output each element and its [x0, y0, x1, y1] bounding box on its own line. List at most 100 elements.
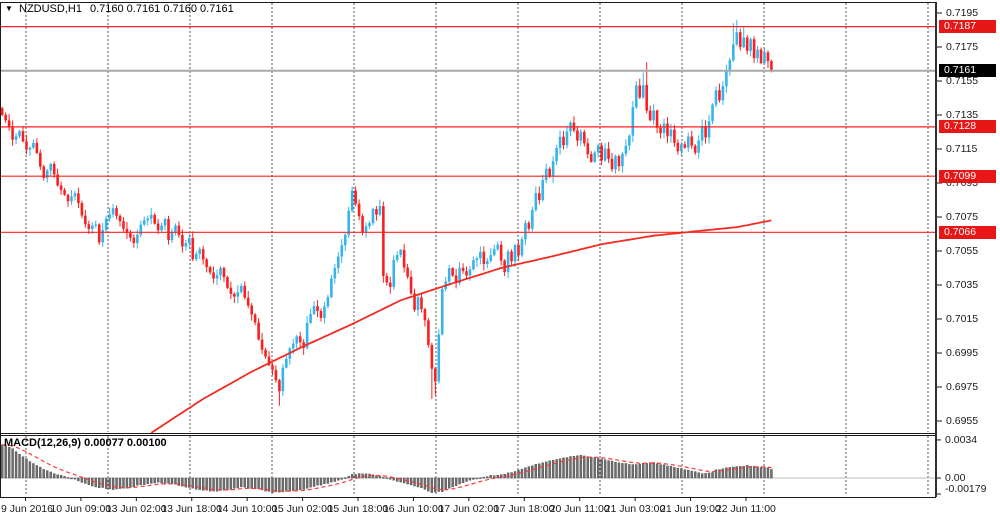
macd-bar [243, 477, 246, 488]
candle-body [291, 343, 295, 349]
macd-bar [371, 474, 375, 479]
candle-body [330, 278, 333, 298]
macd-bar [271, 477, 274, 493]
macd-bar [208, 477, 212, 492]
price-tick-label: 0.7175 [946, 41, 979, 53]
candle-body [662, 123, 666, 134]
candle-body [219, 267, 222, 276]
frame-layer [0, 2, 937, 498]
macd-bar [420, 477, 423, 488]
candle-body [115, 208, 118, 216]
macd-bar [745, 465, 749, 479]
macd-bar [91, 477, 94, 487]
macd-bar [201, 477, 205, 491]
macd-bar [77, 477, 80, 482]
candle-body [90, 225, 94, 230]
candle-body [174, 225, 177, 232]
candle-body [323, 306, 326, 318]
candle-body [430, 344, 434, 369]
candle-body [406, 267, 409, 277]
candle-body [146, 218, 150, 221]
macd-bar [545, 461, 548, 479]
macd-bar [590, 456, 593, 479]
macd-bar [215, 477, 219, 492]
time-axis[interactable]: 9 Jun 2016 10 Jun 09:00 13 Jun 02:00 13 Jun… [0, 498, 1000, 520]
macd-bar [174, 477, 177, 485]
price-tick-label: 0.7115 [946, 143, 978, 155]
macd-bar [302, 477, 305, 490]
candle-body [624, 145, 628, 154]
macd-bar [274, 477, 278, 493]
macd-scale-label: 0.00 [945, 472, 966, 484]
candle-body [392, 260, 396, 287]
candle-body [714, 90, 718, 105]
price-tick-label: 0.7195 [946, 7, 979, 19]
candle-body [246, 297, 250, 306]
candle-body [271, 365, 274, 371]
candle-body [347, 210, 350, 235]
candle-body [680, 144, 683, 152]
macd-bar [350, 474, 354, 479]
candle-body [208, 267, 212, 273]
macd-bar [614, 461, 617, 479]
macd-bar [690, 470, 693, 479]
candle-body [544, 168, 548, 181]
macd-bar [687, 469, 690, 479]
candle-body [659, 127, 662, 134]
candle-body [188, 238, 191, 244]
macd-bar [766, 467, 770, 479]
candle-body [73, 193, 77, 197]
candle-body [735, 32, 739, 45]
macd-bar [759, 467, 763, 479]
candle-body [475, 258, 479, 261]
macd-bar [565, 457, 569, 479]
candle-body [711, 104, 714, 122]
macd-bar [205, 477, 208, 491]
macd-bar [694, 471, 697, 479]
candle-body [309, 314, 312, 323]
macd-bar [718, 469, 721, 479]
price-axis[interactable]: 0.7195 0.7175 0.7155 0.7135 0.7115 0.7095 0.70… [937, 2, 1000, 497]
candle-body [281, 367, 285, 392]
level-lines [1, 26, 935, 233]
candle-body [364, 226, 368, 233]
macd-bar [1, 444, 4, 479]
candle-body [596, 145, 600, 153]
candle-body [409, 276, 413, 294]
macd-bar [229, 477, 233, 490]
macd-bar [399, 477, 402, 483]
candle-body [333, 268, 337, 279]
candle-body [305, 322, 309, 348]
macd-bar [295, 477, 298, 491]
candle-body [94, 224, 98, 226]
candle-body [236, 292, 240, 297]
macd-bar [721, 468, 725, 479]
candle-body [461, 267, 465, 272]
macd-bar [392, 477, 395, 481]
macd-bar [11, 448, 14, 479]
symbol-dropdown-icon[interactable]: ▼ [5, 4, 13, 13]
candle-body [205, 259, 208, 268]
candle-body [253, 314, 257, 323]
macd-bar [87, 477, 91, 485]
macd-bar [7, 447, 11, 479]
candle-body [201, 249, 205, 260]
macd-bar [524, 467, 527, 479]
macd-bar [153, 477, 156, 484]
price-tick-label: 0.7015 [946, 313, 979, 325]
candle-body [233, 293, 236, 297]
candle-body [101, 229, 104, 243]
macd-bar [631, 464, 635, 479]
macd-bar [572, 455, 576, 479]
candle-body [25, 141, 28, 150]
macd-scale-label: 0.0034 [945, 433, 978, 446]
candle-body [52, 164, 56, 175]
candle-body [440, 288, 444, 335]
candle-body [648, 110, 652, 121]
macd-bar [156, 477, 160, 483]
macd-bar [617, 462, 621, 479]
macd-bar [683, 469, 687, 479]
macd-bar [465, 477, 468, 482]
candle-body [153, 214, 156, 224]
